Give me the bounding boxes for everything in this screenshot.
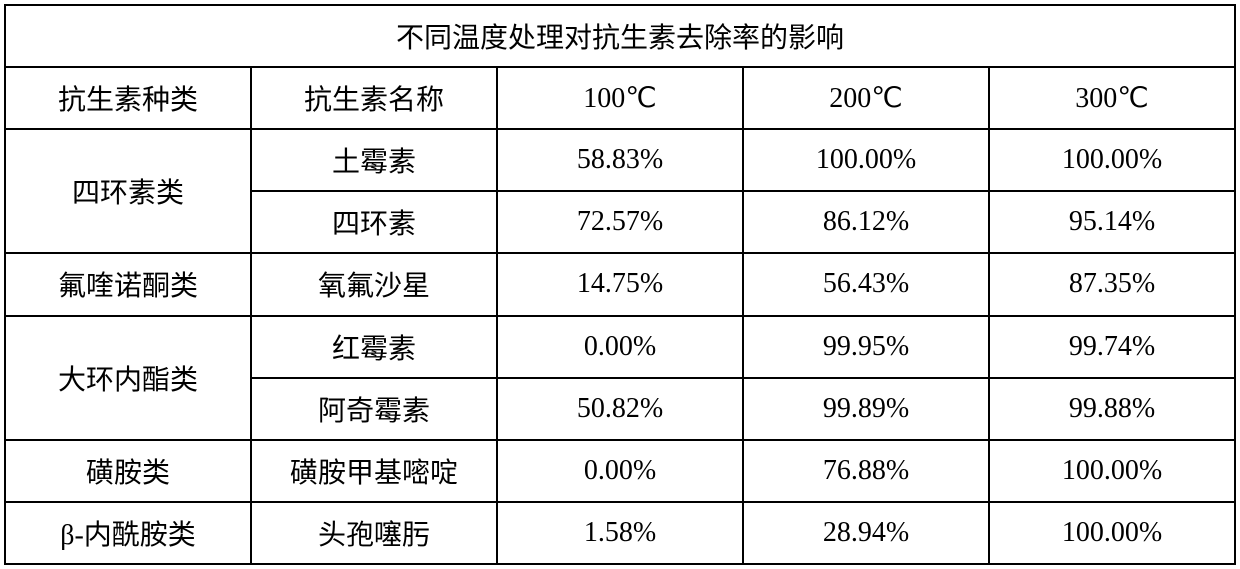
cell-category: 四环素类: [5, 129, 251, 253]
cell-name: 红霉素: [251, 316, 497, 378]
cell-value: 100.00%: [743, 129, 989, 191]
table-row: 磺胺类 磺胺甲基嘧啶 0.00% 76.88% 100.00%: [5, 440, 1235, 502]
cell-value: 99.88%: [989, 378, 1235, 440]
cell-value: 50.82%: [497, 378, 743, 440]
cell-value: 100.00%: [989, 502, 1235, 564]
cell-value: 0.00%: [497, 316, 743, 378]
table-row: 四环素类 土霉素 58.83% 100.00% 100.00%: [5, 129, 1235, 191]
table-row: 大环内酯类 红霉素 0.00% 99.95% 99.74%: [5, 316, 1235, 378]
col-header-name: 抗生素名称: [251, 67, 497, 129]
cell-value: 0.00%: [497, 440, 743, 502]
cell-name: 阿奇霉素: [251, 378, 497, 440]
col-header-200c: 200℃: [743, 67, 989, 129]
cell-value: 99.95%: [743, 316, 989, 378]
table-title: 不同温度处理对抗生素去除率的影响: [5, 5, 1235, 67]
cell-value: 99.89%: [743, 378, 989, 440]
cell-value: 100.00%: [989, 129, 1235, 191]
cell-value: 28.94%: [743, 502, 989, 564]
antibiotic-removal-table: 不同温度处理对抗生素去除率的影响 抗生素种类 抗生素名称 100℃ 200℃ 3…: [4, 4, 1236, 565]
cell-value: 1.58%: [497, 502, 743, 564]
cell-value: 58.83%: [497, 129, 743, 191]
cell-name: 四环素: [251, 191, 497, 253]
col-header-300c: 300℃: [989, 67, 1235, 129]
cell-value: 87.35%: [989, 253, 1235, 315]
cell-category: 大环内酯类: [5, 316, 251, 440]
cell-value: 95.14%: [989, 191, 1235, 253]
cell-name: 头孢噻肟: [251, 502, 497, 564]
cell-value: 56.43%: [743, 253, 989, 315]
cell-value: 14.75%: [497, 253, 743, 315]
cell-category: 磺胺类: [5, 440, 251, 502]
cell-category: 氟喹诺酮类: [5, 253, 251, 315]
cell-value: 76.88%: [743, 440, 989, 502]
cell-name: 土霉素: [251, 129, 497, 191]
cell-name: 磺胺甲基嘧啶: [251, 440, 497, 502]
table-row: β-内酰胺类 头孢噻肟 1.58% 28.94% 100.00%: [5, 502, 1235, 564]
col-header-category: 抗生素种类: [5, 67, 251, 129]
cell-value: 86.12%: [743, 191, 989, 253]
cell-category: β-内酰胺类: [5, 502, 251, 564]
cell-value: 100.00%: [989, 440, 1235, 502]
table-row: 氟喹诺酮类 氧氟沙星 14.75% 56.43% 87.35%: [5, 253, 1235, 315]
cell-value: 99.74%: [989, 316, 1235, 378]
cell-name: 氧氟沙星: [251, 253, 497, 315]
cell-value: 72.57%: [497, 191, 743, 253]
col-header-100c: 100℃: [497, 67, 743, 129]
